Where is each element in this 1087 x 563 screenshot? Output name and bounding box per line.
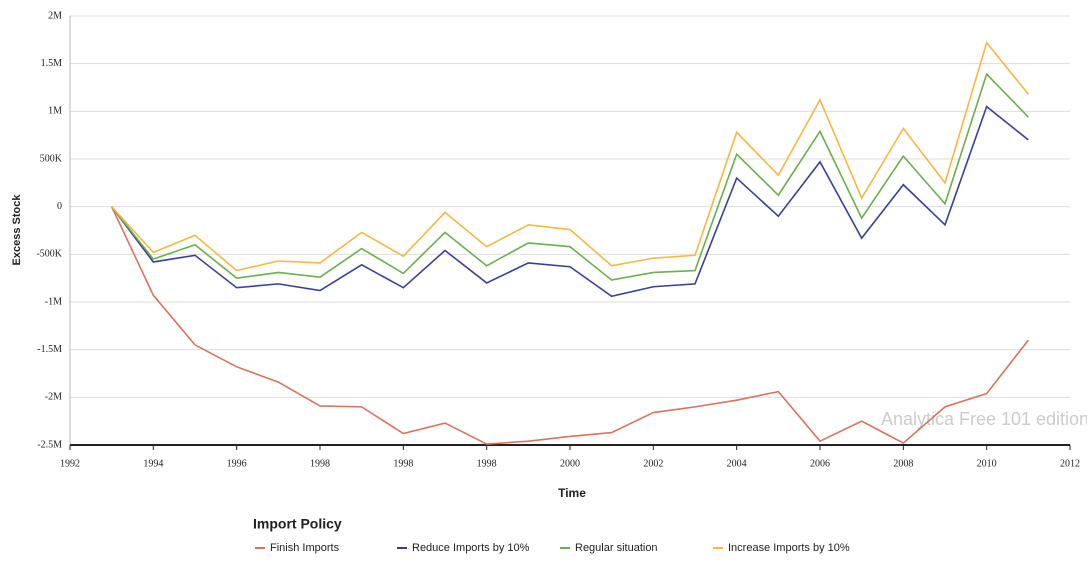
legend-label: Finish Imports — [270, 542, 340, 554]
x-tick-label: 2006 — [810, 458, 830, 469]
legend-label: Reduce Imports by 10% — [412, 542, 530, 554]
x-tick-label: 2002 — [643, 458, 663, 469]
y-tick-label: 0 — [57, 201, 62, 212]
series-line — [111, 72, 1029, 281]
y-axis-label: Excess Stock — [11, 194, 23, 266]
x-tick-label: 1994 — [143, 458, 163, 469]
y-tick-label: -1.5M — [37, 344, 62, 355]
series-line — [111, 105, 1029, 298]
legend-title: Import Policy — [253, 516, 342, 532]
x-tick-label: 1998 — [393, 458, 413, 469]
series-line — [110, 206, 1029, 445]
x-tick-label: 2000 — [560, 458, 580, 469]
x-tick-label: 2012 — [1060, 458, 1080, 469]
x-tick-label: 2008 — [893, 458, 913, 469]
watermark: Analytica Free 101 edition — [881, 409, 1087, 429]
x-tick-label: 2004 — [727, 458, 747, 469]
y-tick-label: 1.5M — [41, 58, 63, 69]
y-tick-label: -1M — [45, 296, 62, 307]
legend-label: Regular situation — [575, 542, 658, 554]
x-tick-label: 2010 — [977, 458, 997, 469]
x-tick-label: 1998 — [310, 458, 330, 469]
y-tick-label: 1M — [48, 106, 62, 117]
x-tick-label: 1996 — [227, 458, 247, 469]
x-tick-label: 1998 — [477, 458, 497, 469]
y-tick-label: 500K — [40, 153, 63, 164]
y-tick-label: 2M — [48, 10, 62, 21]
x-axis-label: Time — [558, 486, 586, 500]
y-tick-label: -2M — [45, 392, 62, 403]
series-line — [111, 41, 1029, 272]
legend-label: Increase Imports by 10% — [728, 542, 850, 554]
x-tick-label: 1992 — [60, 458, 80, 469]
y-tick-label: -2.5M — [37, 439, 62, 450]
y-tick-label: -500K — [36, 249, 62, 260]
